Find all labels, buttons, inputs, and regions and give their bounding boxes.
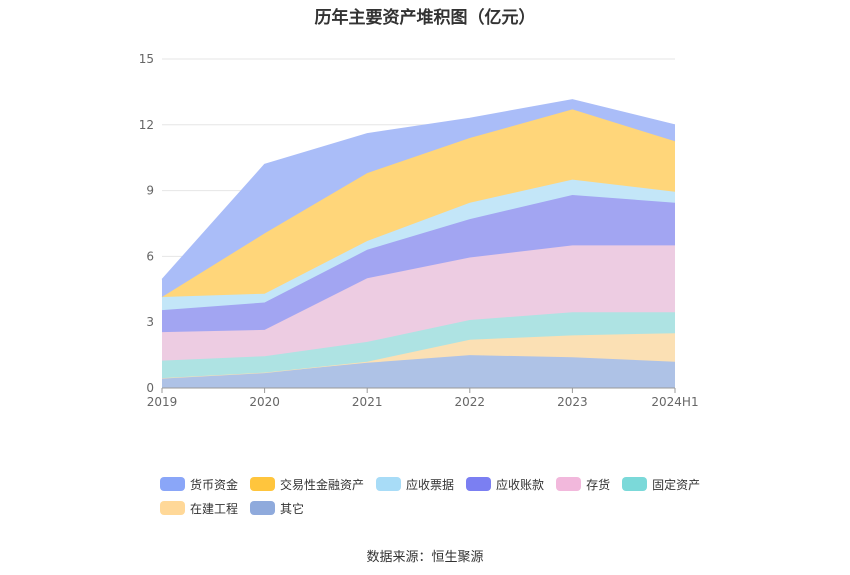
area-series bbox=[162, 245, 675, 361]
legend-item[interactable]: 固定资产 bbox=[622, 476, 700, 493]
legend-label: 货币资金 bbox=[190, 477, 239, 492]
data-source: 数据来源：恒生聚源 bbox=[366, 550, 484, 565]
legend-swatch bbox=[160, 501, 185, 515]
x-tick-label: 2019 bbox=[147, 395, 178, 409]
y-tick-label: 0 bbox=[146, 381, 154, 395]
area-series bbox=[162, 312, 675, 379]
x-tick-label: 2024H1 bbox=[651, 395, 698, 409]
legend-label: 交易性金融资产 bbox=[280, 477, 365, 492]
legend-row: 在建工程 其它 bbox=[160, 496, 720, 520]
x-tick-label: 2021 bbox=[352, 395, 383, 409]
legend-item[interactable]: 应收账款 bbox=[466, 476, 544, 493]
area-series-group bbox=[161, 99, 676, 388]
legend-label: 固定资产 bbox=[652, 477, 701, 492]
legend-swatch bbox=[376, 477, 402, 491]
y-tick-label: 9 bbox=[146, 184, 154, 198]
legend-swatch bbox=[250, 477, 276, 491]
legend-label: 应收账款 bbox=[496, 477, 545, 492]
legend-item[interactable]: 在建工程 bbox=[160, 500, 238, 517]
legend-swatch bbox=[556, 477, 582, 491]
legend-item[interactable]: 其它 bbox=[250, 500, 304, 517]
axes: 0 3 6 9 12 15 2019 2020 2021 2022 2023 2024H1 bbox=[139, 52, 699, 409]
legend-label: 其它 bbox=[280, 501, 305, 516]
legend-swatch bbox=[250, 501, 276, 515]
area-series bbox=[162, 179, 675, 311]
legend-swatch bbox=[622, 477, 648, 491]
legend-swatch bbox=[160, 477, 185, 491]
legend-item[interactable]: 存货 bbox=[556, 476, 610, 493]
area-series bbox=[162, 355, 675, 388]
area-series bbox=[162, 99, 675, 297]
stacked-area-chart: 0 3 6 9 12 15 2019 2020 2021 2022 2023 2024H1 bbox=[139, 52, 699, 409]
x-tick-label: 2022 bbox=[455, 395, 486, 409]
area-series bbox=[162, 109, 675, 298]
y-tick-label: 15 bbox=[139, 52, 154, 66]
legend-item[interactable]: 交易性金融资产 bbox=[250, 476, 364, 493]
legend-item[interactable]: 货币资金 bbox=[160, 476, 238, 493]
area-series bbox=[162, 195, 675, 333]
y-tick-label: 12 bbox=[139, 118, 154, 132]
legend: 货币资金 交易性金融资产 应收票据 应收账款 存货 固定资产 在建工程 其它 bbox=[160, 472, 720, 520]
y-tick-label: 6 bbox=[146, 249, 154, 263]
legend-label: 在建工程 bbox=[190, 501, 239, 516]
legend-row: 货币资金 交易性金融资产 应收票据 应收账款 存货 固定资产 bbox=[160, 472, 720, 496]
legend-label: 应收票据 bbox=[406, 477, 455, 492]
y-tick-label: 3 bbox=[146, 315, 154, 329]
area-series-edge bbox=[161, 99, 676, 280]
x-tick-label: 2020 bbox=[249, 395, 280, 409]
legend-item[interactable]: 应收票据 bbox=[376, 476, 454, 493]
area-series bbox=[162, 333, 675, 379]
legend-label: 存货 bbox=[586, 477, 611, 492]
chart-title: 历年主要资产堆积图（亿元） bbox=[314, 8, 536, 28]
x-tick-label: 2023 bbox=[557, 395, 588, 409]
legend-swatch bbox=[466, 477, 492, 491]
